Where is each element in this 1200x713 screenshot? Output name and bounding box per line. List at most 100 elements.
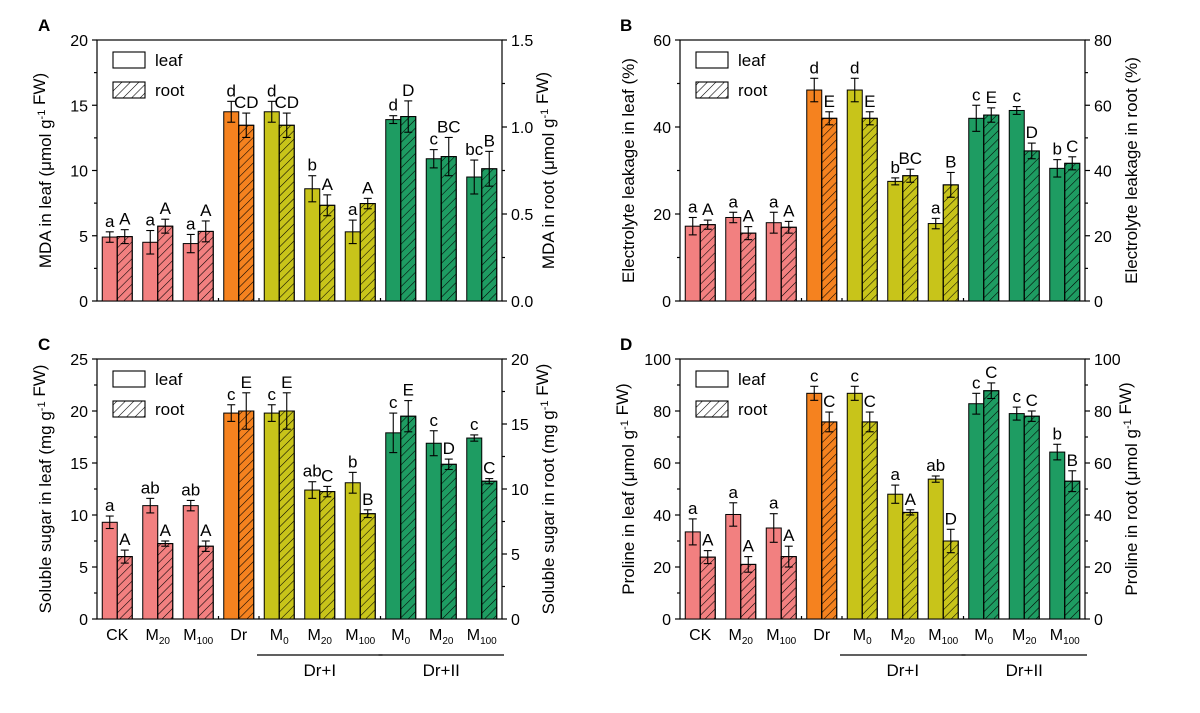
leaf-bar	[887, 493, 904, 620]
leaf-significance-letter: ab	[181, 480, 200, 499]
x-category-label: M100	[766, 627, 796, 647]
root-bar-hatch	[238, 410, 255, 620]
leaf-bar	[101, 521, 118, 620]
legend-root-label: root	[738, 400, 768, 419]
root-significance-letter: A	[783, 201, 795, 220]
right-tick-label: 0.5	[511, 207, 533, 224]
leaf-significance-letter: bc	[465, 140, 483, 159]
leaf-significance-letter: c	[851, 366, 860, 385]
y-axis-left-title: MDA in leaf (μmol g-1 FW)	[30, 73, 55, 268]
group-bracket-label: Dr+I	[886, 661, 919, 680]
root-significance-letter: A	[743, 537, 755, 556]
root-significance-letter: D	[402, 81, 414, 100]
x-category-label: M20	[429, 627, 454, 647]
panel-b: B 0 20 40 60 0 20 40 60 80 Electrolyte leakage in …	[619, 16, 1141, 311]
leaf-significance-letter: c	[972, 373, 981, 392]
right-tick-label: 20	[1094, 229, 1112, 246]
root-significance-letter: C	[1026, 391, 1038, 410]
legend-leaf-swatch	[695, 51, 729, 69]
leaf-bar	[466, 176, 483, 302]
left-tick-label: 10	[70, 508, 88, 525]
root-bar-hatch	[780, 226, 797, 302]
leaf-significance-letter: c	[470, 415, 479, 434]
left-tick-label: 80	[653, 404, 671, 421]
root-significance-letter: A	[200, 201, 212, 220]
leaf-bar	[466, 437, 483, 620]
left-tick-label: 5	[79, 229, 88, 246]
leaf-significance-letter: a	[769, 494, 779, 513]
leaf-bar	[887, 180, 904, 302]
left-tick-label: 20	[653, 560, 671, 577]
x-category-label: M20	[146, 627, 171, 647]
panel-label: D	[620, 335, 632, 354]
root-significance-letter: B	[1067, 451, 1078, 470]
right-tick-label: 40	[1094, 164, 1112, 181]
left-tick-label: 100	[644, 352, 671, 369]
x-category-label: M20	[1012, 627, 1037, 647]
leaf-bar	[263, 111, 280, 302]
root-bar-hatch	[359, 203, 376, 302]
leaf-bar	[968, 403, 985, 620]
leaf-significance-letter: c	[430, 411, 439, 430]
x-category-label: M20	[729, 627, 754, 647]
root-bar-hatch	[440, 156, 457, 302]
y-axis-left-title: Electrolyte leakage in leaf (%)	[619, 58, 638, 283]
root-significance-letter: B	[362, 490, 373, 509]
legend-root-swatch	[112, 400, 146, 418]
left-tick-label: 20	[70, 33, 88, 50]
root-significance-letter: A	[200, 521, 212, 540]
y-axis-right-title: Electrolyte leakage in root (%)	[1122, 57, 1141, 284]
left-tick-label: 60	[653, 33, 671, 50]
legend-root-label: root	[155, 81, 185, 100]
leaf-significance-letter: c	[1013, 387, 1022, 406]
panel-label: C	[38, 335, 50, 354]
y-axis-right-title: MDA in root (μmol g-1 FW)	[533, 72, 558, 269]
y-axis-right-title: Soluble sugar in root (mg g-1 FW)	[533, 364, 558, 615]
leaf-bar	[927, 478, 944, 620]
leaf-significance-letter: d	[850, 58, 859, 77]
leaf-significance-letter: a	[105, 212, 115, 231]
leaf-bar	[1008, 109, 1025, 302]
leaf-bar	[304, 188, 321, 302]
root-bar-hatch	[157, 543, 174, 620]
x-category-label: M100	[928, 627, 958, 647]
left-tick-label: 10	[70, 164, 88, 181]
left-tick-label: 20	[653, 207, 671, 224]
x-category-label: M100	[467, 627, 497, 647]
root-bar-hatch	[359, 513, 376, 620]
legend-leaf-swatch	[695, 370, 729, 388]
leaf-bar	[101, 236, 118, 302]
root-significance-letter: B	[945, 152, 956, 171]
leaf-significance-letter: a	[186, 214, 196, 233]
root-significance-letter: E	[864, 92, 875, 111]
legend-leaf-label: leaf	[738, 51, 766, 70]
leaf-bar	[425, 158, 442, 302]
root-significance-letter: C	[864, 392, 876, 411]
y-axis-left-title: Proline in leaf (μmol g-1 FW)	[613, 383, 638, 594]
root-bar-hatch	[1023, 150, 1040, 302]
root-bar-hatch	[821, 117, 838, 302]
leaf-bar	[223, 111, 240, 302]
leaf-significance-letter: a	[891, 465, 901, 484]
x-category-label: M0	[391, 627, 410, 647]
root-significance-letter: C	[1066, 137, 1078, 156]
leaf-significance-letter: d	[227, 81, 236, 100]
x-category-label: Dr	[813, 627, 831, 644]
root-significance-letter: E	[986, 88, 997, 107]
right-tick-label: 0	[1094, 294, 1103, 311]
x-category-label: M0	[974, 627, 993, 647]
root-significance-letter: A	[905, 490, 917, 509]
leaf-significance-letter: c	[430, 130, 439, 149]
left-tick-label: 0	[79, 612, 88, 629]
legend-leaf-swatch	[112, 370, 146, 388]
leaf-bar	[806, 89, 823, 302]
leaf-bar	[1008, 413, 1025, 620]
left-tick-label: 0	[662, 612, 671, 629]
right-tick-label: 0	[511, 612, 520, 629]
legend-leaf-swatch	[112, 51, 146, 69]
root-bar-hatch	[902, 175, 919, 302]
root-significance-letter: A	[119, 530, 131, 549]
right-tick-label: 80	[1094, 404, 1112, 421]
root-significance-letter: D	[443, 439, 455, 458]
legend-leaf-label: leaf	[155, 370, 183, 389]
